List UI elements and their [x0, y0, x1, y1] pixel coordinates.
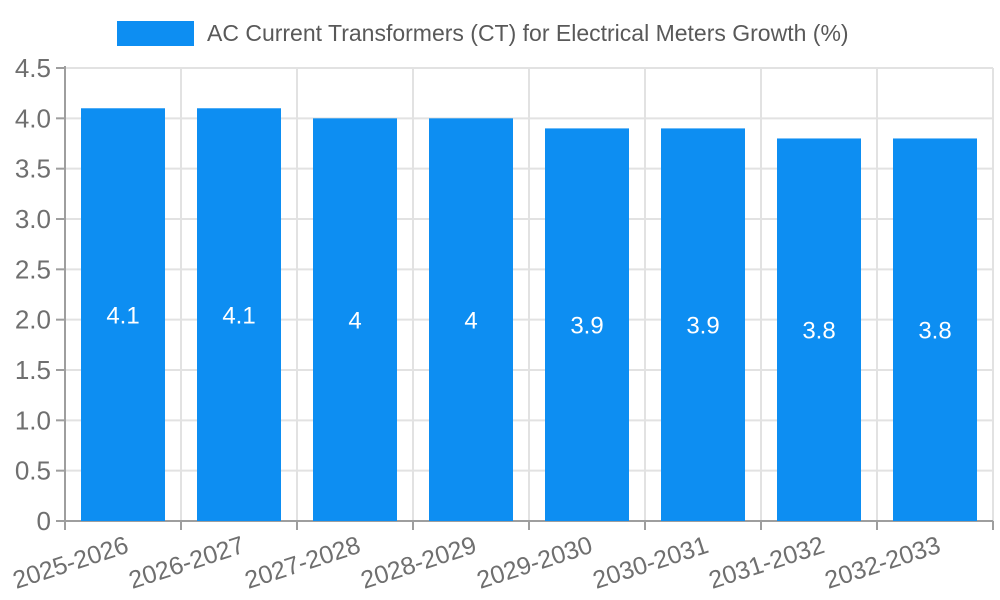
- bar[interactable]: [661, 128, 745, 521]
- bar-value-label: 4.1: [222, 303, 255, 330]
- x-tick-label: 2025-2026: [9, 531, 131, 595]
- bar-value-label: 3.8: [918, 318, 951, 345]
- y-tick-label: 2.5: [15, 254, 51, 284]
- y-tick-label: 4.5: [15, 53, 51, 83]
- x-tick-label: 2026-2027: [125, 531, 247, 595]
- y-tick-label: 1.5: [15, 355, 51, 385]
- bar-value-label: 3.9: [570, 313, 603, 340]
- x-tick-label: 2031-2032: [705, 531, 827, 595]
- legend-item[interactable]: AC Current Transformers (CT) for Electri…: [117, 20, 849, 46]
- legend-label: AC Current Transformers (CT) for Electri…: [207, 20, 849, 46]
- y-tick-label: 3.5: [15, 154, 51, 184]
- bar[interactable]: [893, 138, 977, 521]
- y-tick-label: 4.0: [15, 103, 51, 133]
- bar[interactable]: [197, 108, 281, 522]
- legend-swatch[interactable]: [117, 20, 194, 46]
- bar[interactable]: [777, 138, 861, 521]
- bar[interactable]: [313, 118, 397, 521]
- bar-value-label: 3.8: [802, 318, 835, 345]
- y-tick-label: 2.0: [15, 305, 51, 335]
- bar-value-label: 3.9: [686, 313, 719, 340]
- x-tick-label: 2028-2029: [357, 531, 479, 595]
- x-tick-label: 2030-2031: [589, 531, 711, 595]
- bar-value-label: 4: [464, 308, 477, 335]
- x-tick-label: 2029-2030: [473, 531, 595, 595]
- bar[interactable]: [81, 108, 165, 522]
- y-tick-label: 0: [37, 506, 51, 536]
- y-tick-label: 1.0: [15, 405, 51, 435]
- bar[interactable]: [429, 118, 513, 521]
- bar[interactable]: [545, 128, 629, 521]
- x-tick-label: 2032-2033: [821, 531, 943, 595]
- x-tick-label: 2027-2028: [241, 531, 363, 595]
- bar-value-label: 4: [348, 308, 361, 335]
- y-tick-label: 3.0: [15, 204, 51, 234]
- y-tick-label: 0.5: [15, 456, 51, 486]
- bar-value-label: 4.1: [106, 303, 139, 330]
